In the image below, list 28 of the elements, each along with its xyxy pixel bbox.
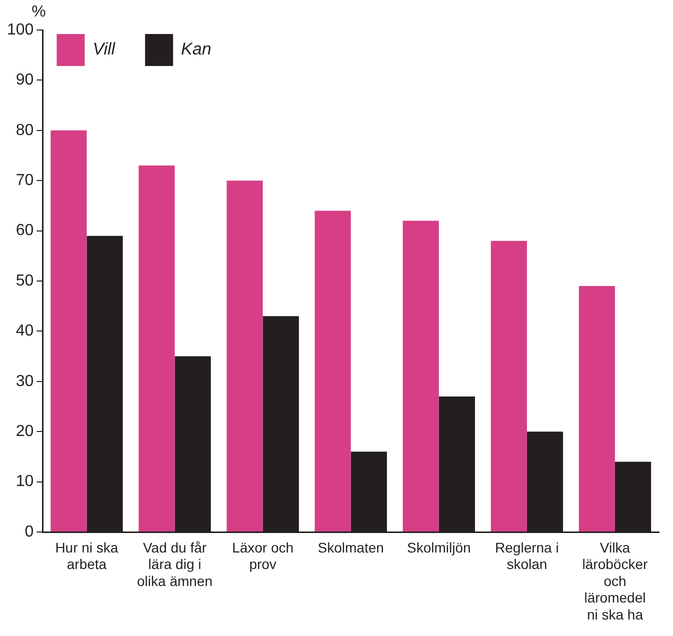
- y-tick-label: 90: [16, 72, 34, 89]
- bar: [402, 220, 439, 532]
- y-tick-label: 60: [16, 222, 34, 240]
- x-tick-label: Reglerna i skolan: [495, 539, 559, 572]
- y-tick-label: 50: [16, 272, 34, 290]
- x-tick-label: Hur ni ska arbeta: [55, 539, 118, 572]
- y-axis-title: %: [32, 3, 46, 20]
- x-tick-label: Läxor och prov: [232, 539, 294, 572]
- y-tick-label: 10: [16, 473, 34, 490]
- legend-label: Vill: [92, 40, 116, 59]
- bar: [50, 130, 87, 532]
- y-tick-label: 100: [6, 21, 34, 38]
- x-tick-label: Skolmiljön: [406, 539, 471, 556]
- y-tick-label: 30: [16, 372, 34, 390]
- legend-label: Kan: [181, 40, 212, 59]
- x-tick-label: Vad du får lära dig i olika ämnen: [137, 539, 213, 589]
- y-tick-label: 0: [24, 523, 34, 540]
- bar: [226, 180, 263, 532]
- bar: [138, 166, 175, 532]
- x-tick-label: Skolmaten: [318, 539, 384, 556]
- y-tick-label: 70: [16, 172, 34, 190]
- bar: [490, 240, 527, 532]
- y-tick-label: 80: [16, 122, 34, 139]
- y-tick-label: 20: [16, 423, 34, 440]
- bar: [578, 286, 615, 532]
- y-tick-label: 40: [16, 322, 34, 340]
- bar: [314, 210, 351, 532]
- x-tick-label: Vilka läroböcker och läromedel ni ska ha: [582, 539, 648, 622]
